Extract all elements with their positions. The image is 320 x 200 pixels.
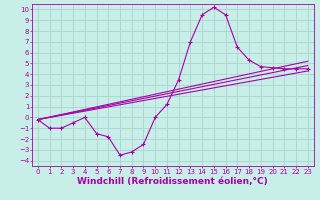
X-axis label: Windchill (Refroidissement éolien,°C): Windchill (Refroidissement éolien,°C)	[77, 177, 268, 186]
